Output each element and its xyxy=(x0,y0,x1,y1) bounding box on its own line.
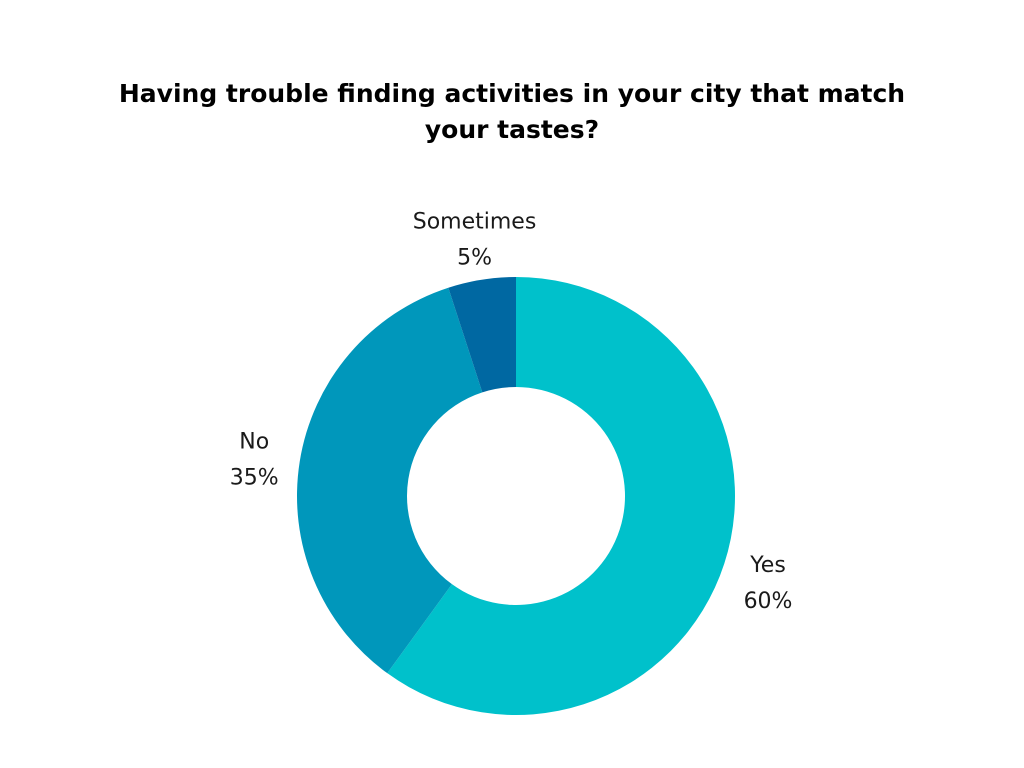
slice-label-sometimes: Sometimes 5% xyxy=(413,209,537,270)
donut-slices xyxy=(297,277,735,715)
slice-label-yes: Yes 60% xyxy=(744,553,793,614)
slice-value-label: 60% xyxy=(744,589,793,614)
slice-yes xyxy=(387,277,735,715)
slice-category-label: Yes xyxy=(749,553,786,578)
slice-category-label: No xyxy=(239,430,269,455)
slice-value-label: 35% xyxy=(230,466,279,491)
slice-label-no: No 35% xyxy=(230,430,279,491)
slice-sometimes xyxy=(448,277,516,393)
slice-value-label: 5% xyxy=(457,245,492,270)
slice-no xyxy=(297,287,483,674)
chart-title: Having trouble finding activities in you… xyxy=(118,79,906,144)
slice-category-label: Sometimes xyxy=(413,209,537,234)
slice-labels: Yes 60% No 35% Sometimes 5% xyxy=(230,209,793,614)
